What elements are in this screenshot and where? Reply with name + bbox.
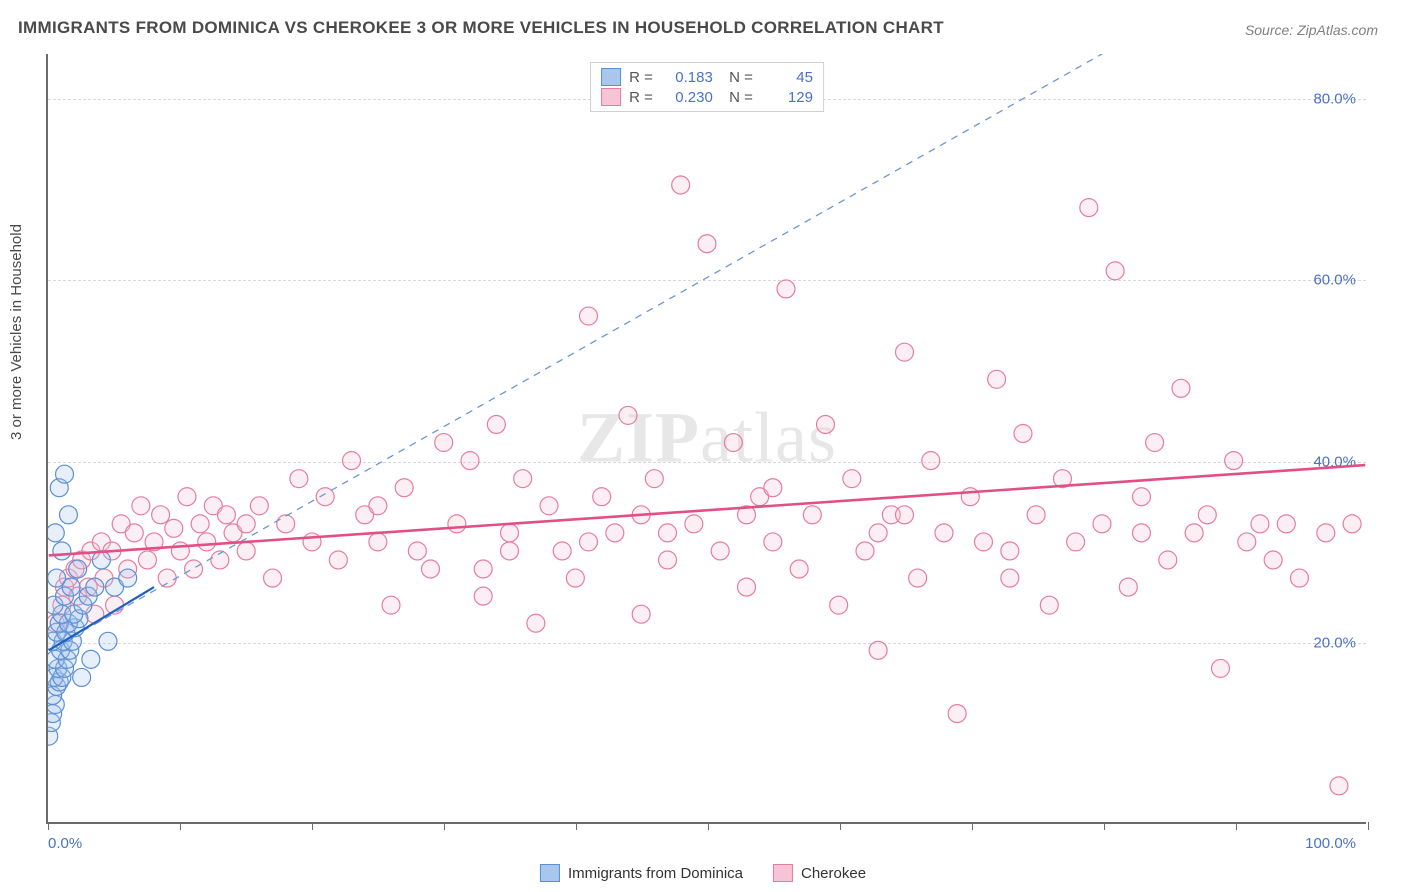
- stat-r-value-0: 0.183: [661, 69, 713, 86]
- plot-area: ZIPatlas R = 0.183 N = 45 R = 0.230 N = …: [46, 54, 1366, 824]
- chart-canvas: [48, 54, 1366, 822]
- stat-r-label-0: R =: [629, 69, 653, 86]
- x-tick: [1368, 822, 1369, 830]
- source-credit: Source: ZipAtlas.com: [1245, 22, 1378, 38]
- stat-n-label-1: N =: [721, 89, 753, 106]
- x-tick: [576, 822, 577, 830]
- stat-r-label-1: R =: [629, 89, 653, 106]
- stat-n-value-0: 45: [761, 69, 813, 86]
- legend-row-series-1: R = 0.230 N = 129: [601, 87, 813, 107]
- legend-bottom-label-0: Immigrants from Dominica: [568, 865, 743, 882]
- x-tick: [840, 822, 841, 830]
- legend-bottom-swatch-0: [540, 864, 560, 882]
- legend-statistics: R = 0.183 N = 45 R = 0.230 N = 129: [590, 62, 824, 112]
- legend-swatch-0: [601, 68, 621, 86]
- x-tick-label-min: 0.0%: [48, 835, 82, 852]
- stat-r-value-1: 0.230: [661, 89, 713, 106]
- legend-bottom-item-1: Cherokee: [773, 864, 866, 882]
- chart-title: IMMIGRANTS FROM DOMINICA VS CHEROKEE 3 O…: [18, 18, 944, 38]
- x-tick: [1236, 822, 1237, 830]
- x-tick: [708, 822, 709, 830]
- x-tick-label-max: 100.0%: [1305, 835, 1356, 852]
- x-tick: [1104, 822, 1105, 830]
- legend-bottom-item-0: Immigrants from Dominica: [540, 864, 743, 882]
- stat-n-value-1: 129: [761, 89, 813, 106]
- legend-bottom-label-1: Cherokee: [801, 865, 866, 882]
- stat-n-label-0: N =: [721, 69, 753, 86]
- x-tick: [444, 822, 445, 830]
- x-tick: [972, 822, 973, 830]
- legend-row-series-0: R = 0.183 N = 45: [601, 67, 813, 87]
- legend-bottom-swatch-1: [773, 864, 793, 882]
- legend-bottom: Immigrants from Dominica Cherokee: [540, 864, 866, 882]
- x-tick: [180, 822, 181, 830]
- legend-swatch-1: [601, 88, 621, 106]
- y-axis-label: 3 or more Vehicles in Household: [8, 224, 25, 440]
- x-tick: [48, 822, 49, 830]
- x-tick: [312, 822, 313, 830]
